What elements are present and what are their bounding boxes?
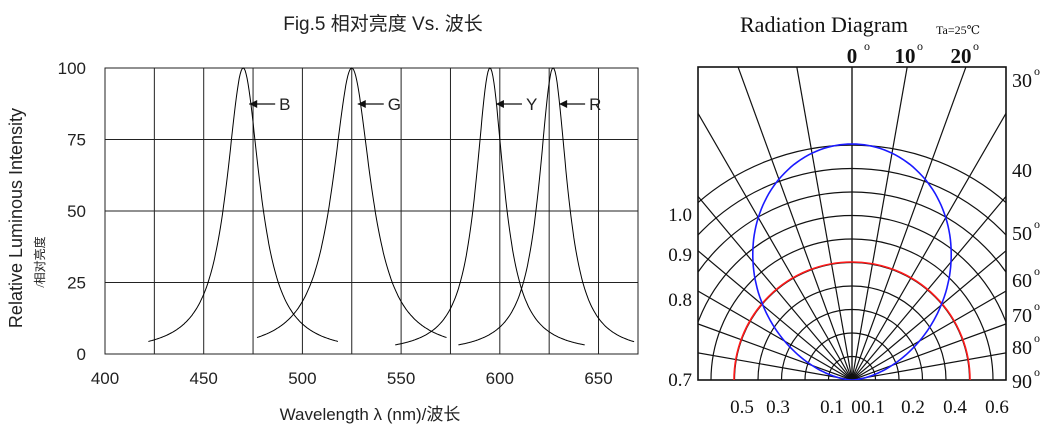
radiation-reference-curve — [733, 261, 971, 380]
radiation-condition: Ta=25℃ — [936, 23, 980, 37]
legend-label-B: B — [279, 95, 290, 114]
spectrum-y-label: Relative Luminous Intensity — [6, 108, 26, 328]
radiation-spoke — [698, 290, 853, 380]
radiation-bottom-label: 0.6 — [985, 397, 1009, 418]
legend-label-G: G — [388, 95, 401, 114]
radiation-angle-label: 50 — [1012, 223, 1032, 245]
legend-arrow-head — [249, 100, 258, 108]
spectrum-y-tick: 0 — [77, 345, 86, 364]
radiation-angle-label: 0 — [847, 44, 858, 68]
radiation-spoke — [796, 67, 853, 380]
radiation-spoke — [851, 323, 1006, 380]
spectrum-x-tick: 450 — [190, 369, 218, 388]
radiation-radial-label: 0.7 — [668, 370, 692, 391]
radiation-grid-inner — [698, 67, 1006, 380]
radiation-angle-label: 30 — [1012, 70, 1032, 92]
radiation-spoke — [698, 323, 853, 380]
legend-label-Y: Y — [526, 95, 537, 114]
legend-arrow-head — [559, 100, 568, 108]
radiation-title: Radiation Diagram — [740, 12, 908, 37]
spectrum-grid — [104, 67, 639, 355]
radiation-spoke — [698, 195, 853, 380]
radiation-bottom-label: 0.2 — [901, 397, 925, 418]
degree-mark: o — [1034, 217, 1040, 231]
degree-mark: o — [1034, 64, 1040, 78]
radiation-curves-clip — [733, 143, 971, 380]
radiation-angle-label: 90 — [1012, 371, 1032, 393]
radiation-radial-label: 0.8 — [668, 290, 692, 311]
spectrum-curves — [148, 67, 635, 346]
radiation-spoke — [851, 67, 908, 380]
radiation-bottom-label: 0.3 — [766, 397, 790, 418]
radiation-curves — [733, 143, 971, 380]
spectrum-y-ticks: 0 25 50 75 100 — [58, 59, 86, 364]
spectrum-x-tick: 500 — [288, 369, 316, 388]
spectrum-y-tick: 25 — [67, 274, 86, 293]
radiation-angle-label: 70 — [1012, 305, 1032, 327]
radiation-bottom-label: 0.1 — [861, 397, 885, 418]
radiation-spoke — [698, 112, 853, 380]
spectrum-y-tick: 75 — [67, 131, 86, 150]
radiation-radial-label: 1.0 — [668, 205, 692, 226]
radiation-spoke — [851, 67, 967, 380]
radiation-spoke — [737, 67, 853, 380]
degree-mark: o — [1034, 264, 1040, 278]
radiation-bottom-label: 0.5 — [730, 397, 754, 418]
radiation-angle-label: 10 — [895, 44, 916, 68]
radiation-angle-label: 60 — [1012, 270, 1032, 292]
radiation-spoke — [851, 290, 1006, 380]
radiation-spoke — [698, 352, 853, 380]
spectrum-y-tick: 50 — [67, 202, 86, 221]
radiation-spoke — [851, 112, 1006, 380]
radiation-bottom-label: 0.1 — [820, 397, 844, 418]
degree-mark: o — [973, 39, 979, 53]
radiation-angle-label: 80 — [1012, 337, 1032, 359]
legend-label-R: R — [589, 95, 601, 114]
radiation-angle-label: 20 — [951, 44, 972, 68]
legend-arrow-head — [357, 100, 366, 108]
radiation-bottom-label: 0 — [851, 397, 861, 418]
degree-mark: o — [1034, 299, 1040, 313]
spectrum-x-tick: 650 — [584, 369, 612, 388]
legend-arrow-head — [495, 100, 504, 108]
spectrum-series-R — [458, 67, 635, 346]
spectrum-y-tick: 100 — [58, 59, 86, 78]
spectrum-x-tick: 550 — [387, 369, 415, 388]
spectrum-title: Fig.5 相对亮度 Vs. 波长 — [283, 13, 483, 35]
spectrum-x-tick: 400 — [91, 369, 119, 388]
spectrum-x-tick: 600 — [486, 369, 514, 388]
degree-mark: o — [1034, 365, 1040, 379]
spectrum-series-B — [148, 67, 339, 342]
spectrum-x-ticks: 400 450 500 550 600 650 — [91, 369, 613, 388]
radiation-bottom-label: 0.4 — [943, 397, 967, 418]
spectrum-x-label: Wavelength λ (nm)/波长 — [280, 405, 461, 424]
radiation-pattern-curve — [752, 143, 952, 380]
radiation-spoke — [851, 195, 1006, 380]
spectrum-series-Y — [395, 67, 585, 346]
degree-mark: o — [917, 39, 923, 53]
radiation-grid — [697, 66, 1007, 381]
degree-mark: o — [864, 39, 870, 53]
spectrum-y-sublabel: /相对亮度 — [32, 236, 47, 287]
spectrum-series-G — [256, 67, 447, 338]
radiation-chart: Radiation Diagram Ta=25℃ 0 o 10 o 20 o30 o4050… — [668, 12, 1040, 418]
degree-mark: o — [1034, 331, 1040, 345]
radiation-spoke — [851, 352, 1006, 380]
radiation-radial-label: 0.9 — [668, 245, 692, 266]
radiation-angle-label: 40 — [1012, 160, 1032, 182]
spectrum-chart: Fig.5 相对亮度 Vs. 波长 400 450 500 550 600 650 0 25… — [6, 13, 639, 424]
